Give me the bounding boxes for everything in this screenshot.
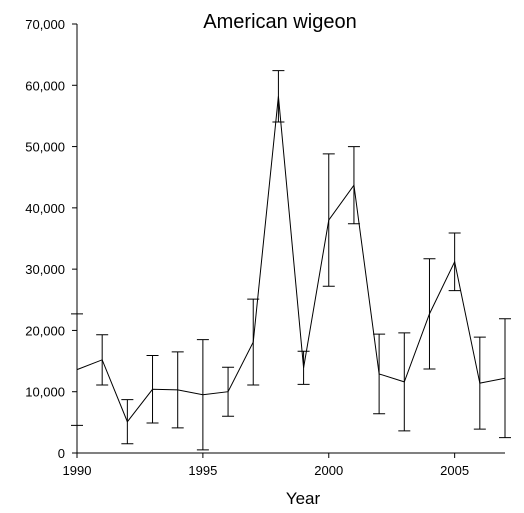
x-tick-label: 1995 [188,463,217,478]
x-tick-label: 2000 [314,463,343,478]
y-tick-label: 0 [58,446,65,461]
y-tick-label: 50,000 [25,140,65,155]
y-tick-label: 30,000 [25,262,65,277]
y-tick-label: 20,000 [25,323,65,338]
x-tick-label: 1990 [63,463,92,478]
y-tick-label: 70,000 [25,17,65,32]
series-line [76,96,506,423]
chart-title: American wigeon [203,11,356,33]
y-tick-label: 10,000 [25,385,65,400]
y-tick-label: 60,000 [25,78,65,93]
y-tick-label: 40,000 [25,201,65,216]
x-axis-label: Year [286,489,321,508]
x-tick-label: 2005 [440,463,469,478]
